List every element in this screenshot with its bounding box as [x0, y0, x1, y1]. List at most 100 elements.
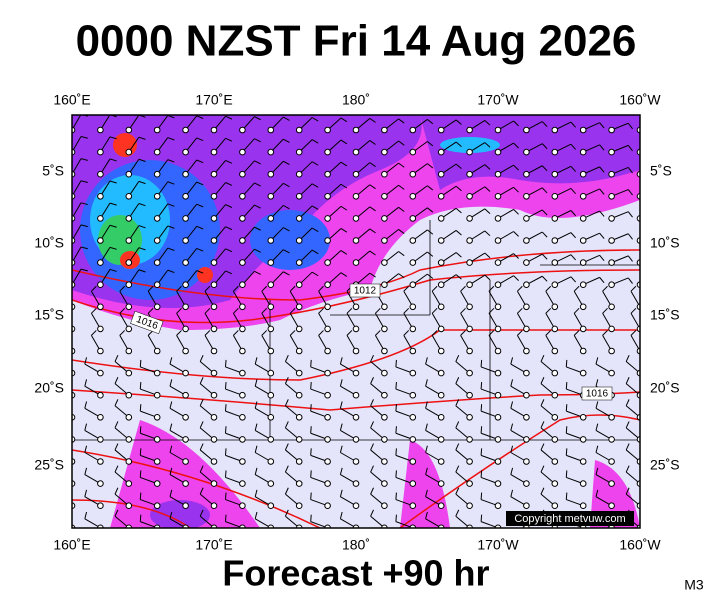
station	[466, 369, 473, 377]
station	[381, 502, 388, 510]
station	[352, 347, 360, 355]
wind-barb	[114, 377, 119, 384]
wind-barb	[91, 285, 97, 292]
wind-barb	[427, 273, 434, 279]
wind-barb	[167, 203, 175, 207]
wind-barb	[254, 138, 261, 143]
wind-barb	[72, 416, 73, 418]
station	[97, 414, 104, 421]
wind-barb	[138, 136, 146, 140]
station	[125, 170, 133, 178]
wind-barb	[199, 443, 204, 451]
wind-barb	[254, 401, 258, 409]
wind-barb	[370, 377, 374, 384]
wind-barb	[318, 285, 324, 292]
wind-barb	[167, 181, 175, 185]
station	[239, 259, 246, 266]
station	[437, 369, 445, 377]
wind-barb	[540, 487, 545, 495]
wind-barb	[283, 205, 290, 210]
wind-barb	[395, 514, 397, 522]
wind-barb	[283, 160, 290, 166]
station	[295, 502, 303, 510]
wind-barb	[627, 145, 633, 152]
station	[551, 148, 559, 156]
station	[494, 347, 502, 355]
wind-barb	[169, 357, 173, 365]
station	[437, 458, 445, 465]
wind-barb	[627, 122, 633, 130]
wind-barb	[398, 184, 405, 190]
station	[153, 126, 161, 134]
station	[494, 237, 502, 244]
longitude-label: 170˚W	[477, 537, 519, 553]
station	[523, 458, 530, 465]
station	[352, 170, 360, 178]
station	[409, 237, 417, 244]
wind-barb	[639, 217, 640, 219]
wind-barb	[224, 514, 227, 522]
wind-barb	[199, 509, 204, 517]
station	[494, 369, 502, 377]
wind-barb	[224, 359, 227, 367]
wind-barb	[540, 399, 545, 406]
wind-barb	[225, 159, 233, 164]
station	[97, 215, 104, 222]
wind-barb	[510, 357, 514, 365]
wind-barb	[225, 248, 233, 253]
wind-barb	[119, 285, 126, 292]
wind-barb	[627, 211, 633, 218]
wind-barb	[513, 120, 519, 127]
wind-barb	[284, 465, 289, 473]
station	[608, 237, 615, 244]
wind-barb	[138, 225, 146, 229]
wind-barb	[169, 489, 173, 497]
wind-barb	[340, 117, 348, 123]
wind-barb	[425, 511, 428, 519]
latitude-label: 15˚S	[650, 307, 680, 323]
wind-barb	[109, 202, 117, 206]
station	[125, 502, 133, 510]
station	[466, 170, 473, 178]
wind-barb	[630, 330, 637, 336]
station	[352, 126, 360, 134]
wind-barb	[340, 161, 348, 167]
wind-barb	[176, 330, 182, 336]
wind-barb	[204, 285, 211, 292]
station	[295, 215, 303, 222]
wind-barb	[139, 448, 142, 456]
wind-barb	[340, 183, 348, 189]
station	[409, 215, 417, 222]
station	[352, 215, 360, 222]
station	[210, 436, 218, 443]
wind-barb	[224, 470, 227, 478]
wind-barb	[176, 285, 182, 292]
wind-barb	[339, 423, 343, 431]
station	[97, 237, 104, 244]
station	[239, 391, 246, 399]
wind-barb	[284, 377, 289, 384]
wind-barb	[599, 210, 605, 217]
station	[551, 325, 559, 333]
station	[579, 148, 587, 156]
wind-barb	[455, 163, 462, 170]
wind-barb	[455, 274, 462, 280]
wind-barb	[224, 448, 227, 456]
wind-barb	[233, 330, 239, 336]
latitude-label: 25˚S	[650, 457, 680, 473]
station	[182, 303, 189, 311]
station	[551, 369, 559, 377]
wind-barb	[627, 255, 633, 262]
station	[466, 281, 473, 289]
wind-barb	[63, 286, 68, 291]
station	[295, 237, 303, 244]
station	[352, 259, 360, 266]
station	[352, 458, 360, 465]
wind-barb	[254, 511, 258, 519]
wind-barb	[602, 330, 608, 336]
wind-barb	[427, 163, 434, 169]
wind-barb	[425, 379, 428, 387]
station	[494, 215, 502, 222]
station	[608, 259, 615, 266]
wind-barb	[545, 285, 552, 292]
